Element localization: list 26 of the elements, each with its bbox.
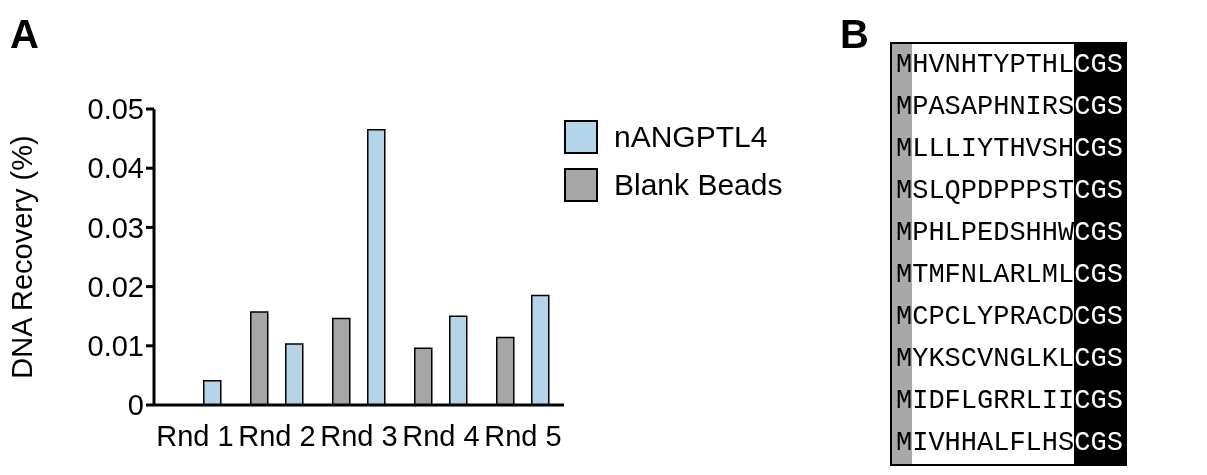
chart-title: A <box>10 12 39 57</box>
y-tick-label: 0.04 <box>87 152 144 185</box>
x-tick-label: Rnd 3 <box>320 419 398 452</box>
legend-label: nANGPTL4 <box>614 120 768 154</box>
text: MYKSCVNGLKLCGS <box>895 343 1124 376</box>
y-tick-label: 0.02 <box>87 270 144 303</box>
text: MHVNHTYPTHLCGS <box>895 49 1124 82</box>
y-tick-label: 0.03 <box>87 211 144 244</box>
y-tick-label: 0 <box>127 389 144 422</box>
text: MSLQPDPPPSTCGS <box>895 175 1124 208</box>
text: MPASAPHNIRSCGS <box>895 91 1124 124</box>
text: MCPCLYPRACDCGS <box>895 301 1124 334</box>
legend-label: Blank Beads <box>614 168 783 202</box>
x-tick-label: Rnd 1 <box>156 419 234 452</box>
text: B <box>840 12 869 57</box>
text: MIVHHALFLHSCGS <box>895 427 1124 460</box>
y-tick-label: 0.01 <box>87 330 144 363</box>
text: MTMFNLARLMLCGS <box>895 259 1124 292</box>
y-tick-label: 0.05 <box>87 93 144 126</box>
text: MLLLIYTHVSHCGS <box>895 133 1124 166</box>
x-tick-label: Rnd 2 <box>238 419 316 452</box>
text: MPHLPEDSHHWCGS <box>895 217 1124 250</box>
y-axis-title: DNA Recovery (%) <box>6 135 39 379</box>
x-tick-label: Rnd 4 <box>402 419 480 452</box>
text: MIDFLGRRLIICGS <box>895 385 1124 418</box>
x-tick-label: Rnd 5 <box>484 419 562 452</box>
